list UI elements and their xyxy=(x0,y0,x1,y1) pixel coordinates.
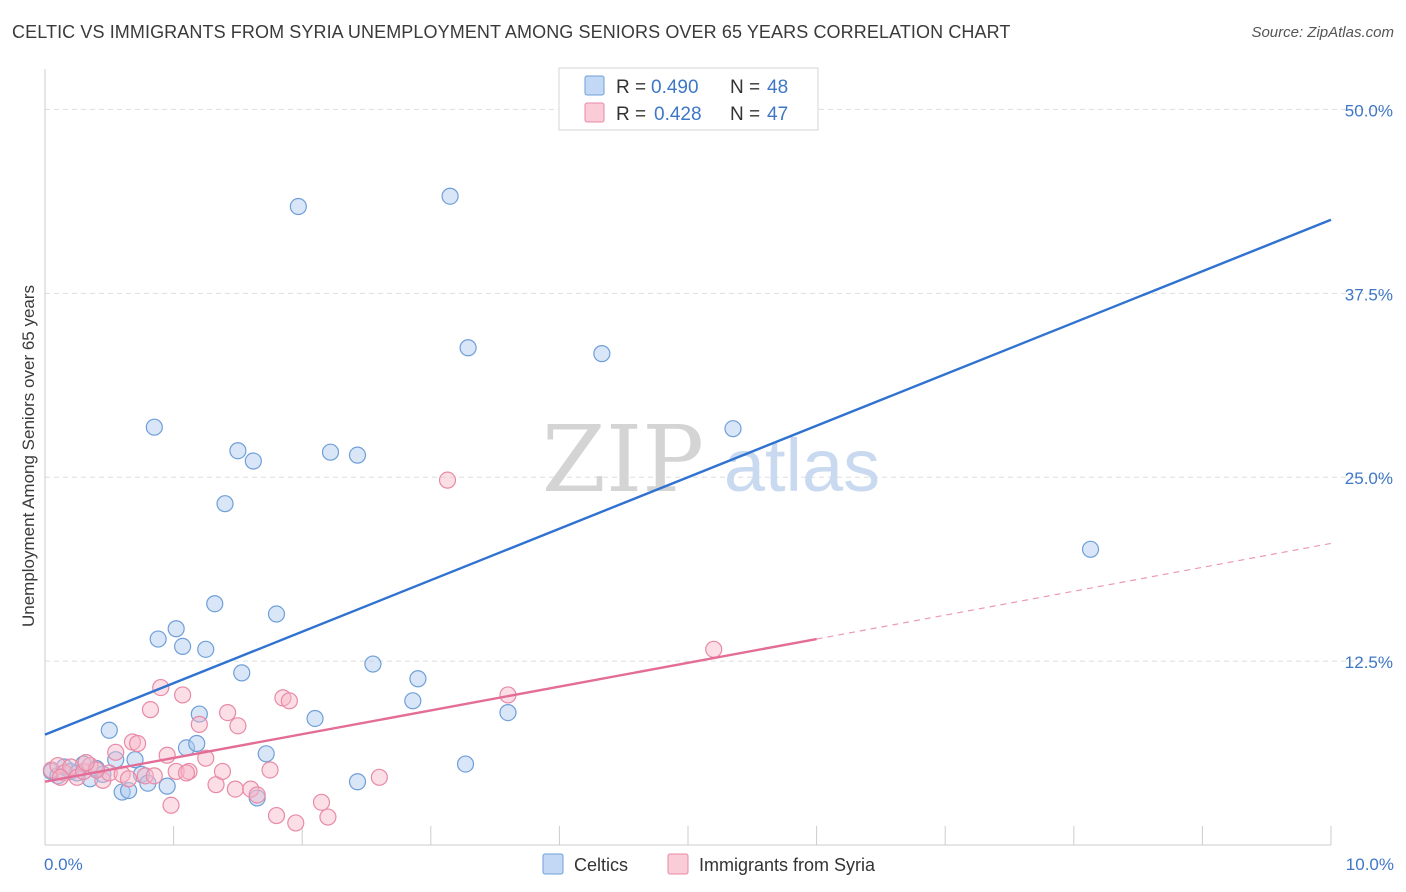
legend-n-value-celtics: 48 xyxy=(767,77,788,98)
celtics-point-40 xyxy=(456,755,475,773)
syria-point-20 xyxy=(174,686,192,704)
celtics-point-15 xyxy=(149,630,167,648)
y-tick-label-0: 12.5% xyxy=(1345,653,1393,672)
legend-swatch-celtics xyxy=(584,75,605,96)
celtics-point-34 xyxy=(348,446,367,464)
top-legend: R = 0.490 N = 48 R = 0.428 N = 47 xyxy=(558,67,819,131)
syria-point-3 xyxy=(62,758,80,776)
syria-points xyxy=(42,471,723,832)
syria-point-18 xyxy=(162,796,180,814)
chart-title: CELTIC VS IMMIGRANTS FROM SYRIA UNEMPLOY… xyxy=(12,22,1011,42)
bottom-legend-swatch-syria xyxy=(667,853,689,875)
syria-point-12 xyxy=(128,734,147,753)
syria-point-38 xyxy=(370,768,388,786)
celtics-point-18 xyxy=(174,637,192,655)
celtics-point-30 xyxy=(267,605,286,623)
celtics-point-31 xyxy=(289,197,307,216)
syria-point-23 xyxy=(197,749,215,767)
watermark-zip: ZIP xyxy=(542,406,704,513)
legend-r-value-celtics: 0.490 xyxy=(651,77,699,98)
celtics-point-32 xyxy=(306,709,324,728)
legend-n-label-celtics: N = xyxy=(730,77,760,98)
celtics-point-25 xyxy=(229,442,247,460)
celtics-point-16 xyxy=(158,777,176,795)
celtics-trend-line xyxy=(44,218,1332,736)
syria-point-29 xyxy=(242,780,260,798)
celtics-point-38 xyxy=(409,670,427,688)
y-tick-label-1: 25.0% xyxy=(1345,469,1393,488)
syria-point-31 xyxy=(261,761,279,779)
syria-point-30 xyxy=(248,786,266,804)
syria-point-26 xyxy=(219,703,237,722)
celtics-point-37 xyxy=(404,692,422,710)
y-tick-label-2: 37.5% xyxy=(1345,285,1393,304)
syria-point-27 xyxy=(226,780,244,798)
celtics-point-23 xyxy=(206,595,224,613)
syria-point-44 xyxy=(177,764,196,782)
bottom-legend-swatch-celtics xyxy=(542,853,564,875)
celtics-point-43 xyxy=(593,345,611,363)
celtics-point-41 xyxy=(459,339,477,357)
grid xyxy=(45,108,1393,662)
syria-point-36 xyxy=(312,793,331,811)
celtics-point-7 xyxy=(100,721,118,739)
celtics-point-17 xyxy=(167,620,185,638)
syria-point-35 xyxy=(287,814,305,832)
bottom-legend: Celtics Immigrants from Syria xyxy=(542,853,876,875)
syria-trend-line xyxy=(44,637,817,783)
celtics-point-33 xyxy=(321,443,340,461)
legend-n-value-syria: 47 xyxy=(767,104,788,125)
syria-point-34 xyxy=(280,692,298,710)
celtics-point-20 xyxy=(188,734,206,753)
x-tick-label-min: 0.0% xyxy=(44,855,83,874)
legend-r-label-syria: R = xyxy=(616,104,646,125)
celtics-points xyxy=(42,187,1100,807)
bottom-legend-label-celtics: Celtics xyxy=(574,855,628,875)
syria-point-13 xyxy=(136,767,154,785)
y-tick-labels: 12.5% 25.0% 37.5% 50.0% xyxy=(1345,101,1393,672)
celtics-point-24 xyxy=(216,495,234,513)
x-tick-label-max: 10.0% xyxy=(1346,855,1394,874)
celtics-point-22 xyxy=(197,640,215,658)
syria-point-14 xyxy=(141,701,160,719)
y-axis-label: Unemployment Among Seniors over 65 years xyxy=(19,285,38,627)
syria-point-22 xyxy=(190,715,208,733)
celtics-point-29 xyxy=(257,745,275,763)
celtics-point-35 xyxy=(348,773,367,791)
bottom-legend-label-syria: Immigrants from Syria xyxy=(699,855,876,875)
syria-point-43 xyxy=(119,770,138,788)
syria-point-28 xyxy=(229,717,247,735)
celtics-point-10 xyxy=(119,781,138,800)
source-attribution: Source: ZipAtlas.com xyxy=(1251,24,1394,41)
syria-point-25 xyxy=(213,762,232,781)
celtics-point-36 xyxy=(364,655,382,673)
syria-point-39 xyxy=(438,471,457,489)
syria-point-32 xyxy=(267,806,286,825)
syria-point-15 xyxy=(145,767,163,785)
trend-lines xyxy=(44,218,1332,783)
legend-r-value-syria: 0.428 xyxy=(654,104,702,125)
syria-point-37 xyxy=(319,808,337,826)
syria-trend-extension xyxy=(816,542,1332,640)
celtics-point-39 xyxy=(441,187,459,205)
legend-n-label-syria: N = xyxy=(730,104,760,125)
legend-r-label-celtics: R = xyxy=(616,77,646,98)
celtics-point-14 xyxy=(145,418,163,436)
celtics-point-42 xyxy=(499,703,517,722)
celtics-point-45 xyxy=(1081,540,1100,558)
celtics-point-44 xyxy=(724,420,742,438)
syria-point-46 xyxy=(77,754,95,772)
celtics-point-26 xyxy=(233,664,251,682)
legend-swatch-syria xyxy=(584,102,605,123)
syria-point-9 xyxy=(107,743,125,761)
celtics-point-27 xyxy=(244,452,262,470)
axes xyxy=(44,69,1332,846)
syria-point-41 xyxy=(705,640,723,658)
y-tick-label-3: 50.0% xyxy=(1345,101,1393,120)
watermark-atlas: atlas xyxy=(724,424,880,507)
